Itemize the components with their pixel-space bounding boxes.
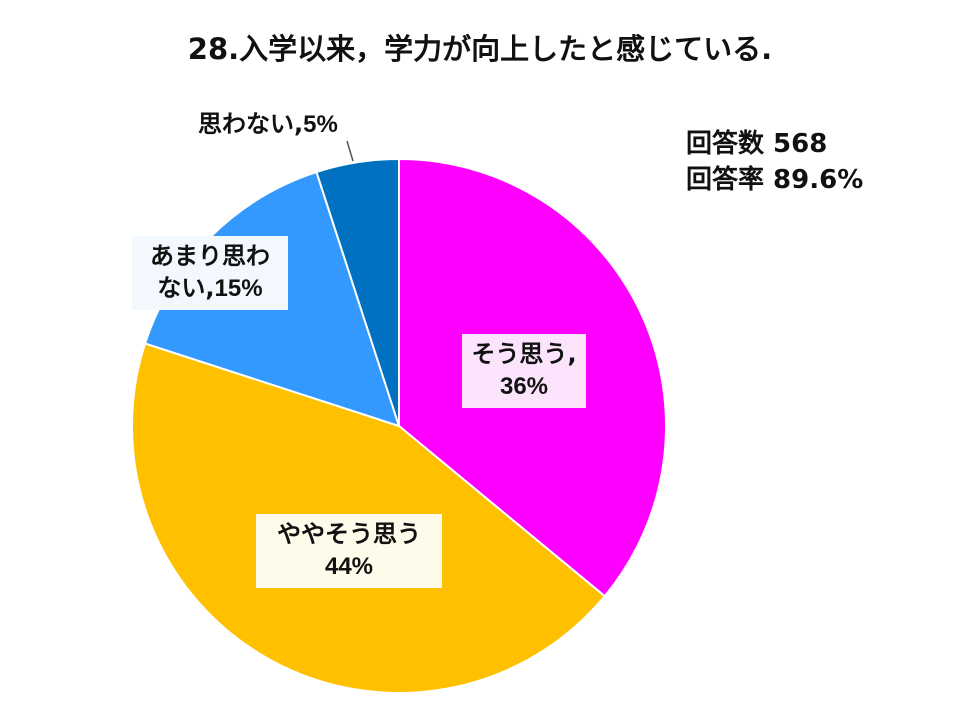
slice-label-yayasoushiou: ややそう思う 44% [256, 514, 442, 588]
leader-line-omowanai [346, 140, 354, 162]
slice-label-soushiou: そう思う, 36% [462, 334, 586, 408]
slice-label-omowanai-sep: , [294, 110, 304, 138]
slice-label-omowanai-value: 5% [303, 111, 338, 138]
slice-label-amariomowanai-name: あまり思わ [150, 242, 270, 270]
response-rate: 回答率 89.6% [686, 165, 864, 195]
response-info: 回答数 568 回答率 89.6% [686, 126, 863, 198]
slice-label-soushiou-value: 36% [499, 373, 549, 401]
slice-label-amariomowanai-name2: ない [157, 274, 206, 303]
slice-label-yayasoushiou-name: ややそう思う [277, 520, 421, 548]
slice-label-omowanai-name: 思わない [198, 110, 294, 138]
slice-omowanai [315, 157, 400, 427]
slice-label-amariomowanai-value: 15% [214, 275, 263, 303]
chart-title: 28.入学以来，学力が向上したと感じている. [187, 32, 773, 66]
slice-label-amariomowanai: あまり思わ ない,15% [132, 236, 288, 310]
slice-label-soushiou-sep: , [567, 340, 577, 368]
slice-label-omowanai: 思わない,5% [198, 108, 338, 141]
slice-label-soushiou-name: そう思う [471, 340, 568, 368]
slice-label-yayasoushiou-value: 44% [324, 553, 374, 581]
slice-label-amariomowanai-sep: , [205, 274, 215, 303]
response-count: 回答数 568 [686, 129, 828, 159]
